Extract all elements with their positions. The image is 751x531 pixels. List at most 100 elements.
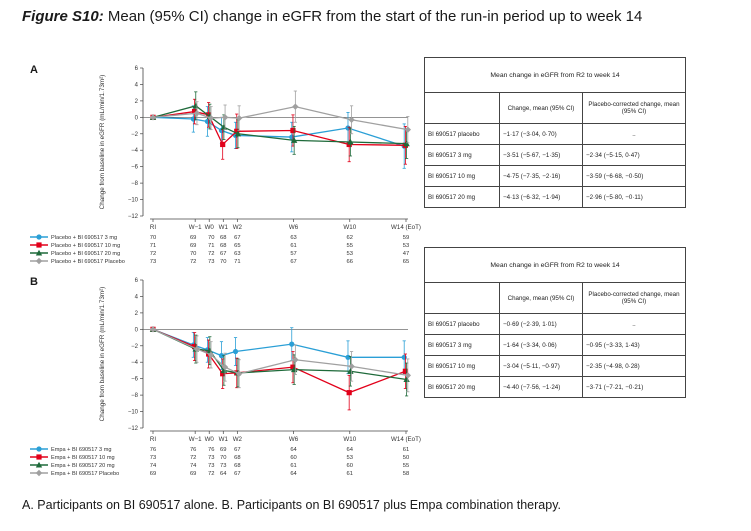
series-group-1 bbox=[150, 98, 408, 165]
panel-letter-a: A bbox=[30, 64, 38, 76]
n-value: 53 bbox=[347, 455, 353, 461]
x-tick-label: W0 bbox=[205, 224, 215, 231]
y-tick-label: 2 bbox=[135, 99, 139, 105]
n-value: 68 bbox=[220, 235, 226, 241]
data-point bbox=[220, 367, 228, 374]
n-value: 73 bbox=[208, 259, 214, 265]
series-line bbox=[152, 328, 408, 377]
x-tick-label: RI bbox=[150, 436, 156, 443]
x-tick-label: W2 bbox=[233, 436, 243, 443]
series-group-1 bbox=[150, 326, 408, 411]
x-tick-label: RI bbox=[150, 224, 156, 231]
series-line bbox=[152, 116, 405, 147]
table-b-group: BI 690517 placebo bbox=[424, 313, 500, 335]
series-group-2 bbox=[149, 326, 410, 397]
n-value: 73 bbox=[220, 463, 226, 469]
data-point bbox=[290, 127, 296, 134]
n-value: 70 bbox=[190, 251, 196, 257]
series-group-0 bbox=[150, 105, 407, 169]
n-value: 60 bbox=[290, 455, 296, 461]
series-line bbox=[152, 110, 406, 146]
n-value: 67 bbox=[234, 235, 240, 241]
n-value: 74 bbox=[190, 463, 197, 469]
data-point bbox=[193, 345, 201, 353]
n-value: 65 bbox=[403, 259, 409, 265]
n-value: 65 bbox=[234, 243, 240, 249]
legend-swatch-marker bbox=[35, 257, 43, 265]
x-tick-label: W−1 bbox=[189, 224, 202, 231]
data-point bbox=[207, 351, 215, 359]
table-b-group: BI 690517 10 mg bbox=[424, 355, 500, 377]
data-point bbox=[234, 128, 240, 134]
n-value: 61 bbox=[347, 471, 353, 477]
n-value: 70 bbox=[150, 235, 156, 241]
table-a-group: BI 690517 10 mg bbox=[424, 165, 500, 187]
chart-panel-a: 6 4 2 0 −2 −4 −6 −8 −10 −12 Change from baseline i… bbox=[30, 66, 421, 265]
legend-swatch-marker bbox=[35, 469, 43, 477]
data-point bbox=[149, 326, 157, 333]
data-point bbox=[290, 364, 296, 370]
n-value: 74 bbox=[150, 463, 157, 469]
n-value: 76 bbox=[150, 447, 156, 453]
n-value: 69 bbox=[190, 471, 196, 477]
n-value: 66 bbox=[347, 259, 353, 265]
y-axis-label: Change from baseline in eGFR (mL/min/1.7… bbox=[99, 287, 106, 422]
n-value: 70 bbox=[208, 235, 214, 241]
legend-label: Placebo + BI 690517 Placebo bbox=[51, 259, 125, 265]
n-value: 57 bbox=[290, 251, 296, 257]
series-line bbox=[152, 328, 406, 394]
n-value: 64 bbox=[290, 471, 297, 477]
table-a-corner bbox=[424, 92, 500, 124]
table-a-change: −1·17 (−3·04, 0·70) bbox=[499, 123, 583, 145]
n-value: 47 bbox=[403, 251, 409, 257]
n-value: 76 bbox=[190, 447, 196, 453]
table-b-col-change: Change, mean (95% CI) bbox=[499, 282, 583, 314]
table-b-change: −1·64 (−3·34, 0·06) bbox=[499, 334, 583, 356]
n-value: 71 bbox=[150, 243, 156, 249]
n-value: 71 bbox=[234, 259, 240, 265]
data-point bbox=[232, 348, 239, 355]
data-point bbox=[190, 116, 196, 122]
n-value: 73 bbox=[208, 463, 214, 469]
data-point bbox=[192, 102, 199, 109]
legend-swatch-marker bbox=[36, 454, 42, 460]
n-value: 64 bbox=[290, 447, 297, 453]
table-a-corrected: .. bbox=[582, 123, 686, 145]
table-b-change: −4·40 (−7·56, −1·24) bbox=[499, 376, 583, 398]
x-tick-label: W0 bbox=[205, 436, 215, 443]
n-value: 73 bbox=[150, 259, 156, 265]
n-value: 69 bbox=[150, 471, 156, 477]
y-tick-label: −8 bbox=[131, 393, 139, 399]
table-a-col-change: Change, mean (95% CI) bbox=[499, 92, 583, 124]
figure-caption: A. Participants on BI 690517 alone. B. P… bbox=[22, 498, 561, 512]
data-point bbox=[191, 108, 198, 115]
data-point bbox=[289, 341, 295, 347]
y-tick-label: −2 bbox=[131, 132, 139, 138]
data-point bbox=[207, 114, 215, 122]
results-table-a: Mean change in eGFR from R2 to week 14 C… bbox=[424, 57, 686, 208]
series-line bbox=[152, 328, 405, 358]
data-point bbox=[347, 138, 354, 145]
n-value: 64 bbox=[347, 447, 354, 453]
data-point bbox=[220, 371, 226, 377]
figure-title: Figure S10: Mean (95% CI) change in eGFR… bbox=[22, 8, 642, 25]
x-tick-label: W2 bbox=[233, 224, 243, 231]
n-value: 68 bbox=[234, 463, 240, 469]
figure-label: Figure S10: bbox=[22, 8, 104, 25]
data-point bbox=[348, 116, 355, 123]
data-point bbox=[235, 370, 243, 377]
data-point bbox=[234, 130, 242, 137]
data-point bbox=[292, 103, 299, 110]
legend-label: Empa + BI 690517 20 mg bbox=[51, 463, 115, 469]
y-tick-label: 6 bbox=[135, 278, 139, 284]
x-tick-label: W6 bbox=[289, 224, 299, 231]
x-tick-label: W14 (EoT) bbox=[391, 224, 421, 231]
n-value: 68 bbox=[234, 455, 240, 461]
y-tick-label: 4 bbox=[135, 294, 139, 300]
table-b-corrected: .. bbox=[582, 313, 686, 335]
table-b-group: BI 690517 3 mg bbox=[424, 334, 500, 356]
n-value: 76 bbox=[208, 447, 214, 453]
data-point bbox=[403, 140, 410, 147]
y-tick-label: 4 bbox=[135, 82, 139, 88]
